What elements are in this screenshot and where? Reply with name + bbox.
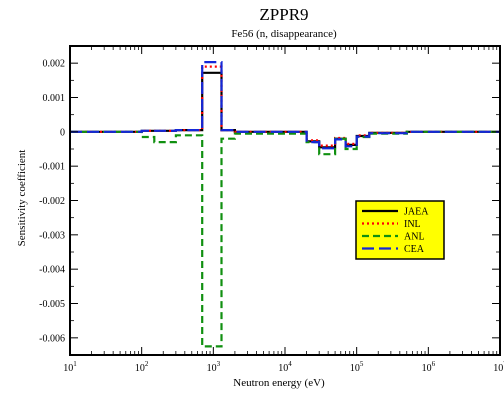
legend-label-jaea: JAEA xyxy=(404,207,429,218)
y-tick-label: 0 xyxy=(60,127,65,138)
y-tick-label: -0.004 xyxy=(39,265,65,276)
y-tick-label: -0.006 xyxy=(39,333,65,344)
y-tick-label: -0.002 xyxy=(39,196,65,207)
legend-label-inl: INL xyxy=(404,219,421,230)
x-tick-label: 101 xyxy=(63,360,77,374)
chart-title: ZPPR9 xyxy=(259,5,308,24)
legend-box xyxy=(355,200,445,260)
x-tick-label: 104 xyxy=(278,360,292,374)
x-tick-label: 106 xyxy=(422,360,436,374)
x-tick-label: 103 xyxy=(207,360,221,374)
axes-layer: 101 102 103 104 105 106 107 0.002 0.001 0 -0.001 -0… xyxy=(39,45,504,374)
y-tick-label: -0.001 xyxy=(39,162,65,173)
x-tick-label: 102 xyxy=(135,360,149,374)
y-axis-label: Sensitivity coefficient xyxy=(16,150,28,247)
chart-subtitle: Fe56 (n, disappearance) xyxy=(231,28,337,40)
x-tick-label: 107 xyxy=(493,360,504,374)
y-tick-label: 0.002 xyxy=(43,59,66,70)
x-axis-label: Neutron energy (eV) xyxy=(233,377,325,389)
y-tick-label: -0.005 xyxy=(39,299,65,310)
series-line-anl xyxy=(70,130,500,348)
series-layer xyxy=(70,60,500,348)
y-tick-label: 0.001 xyxy=(43,93,66,104)
series-line-cea xyxy=(70,60,500,150)
x-tick-label: 105 xyxy=(350,360,364,374)
y-tick-label: -0.003 xyxy=(39,230,65,241)
legend-label-cea: CEA xyxy=(404,244,425,255)
legend-label-anl: ANL xyxy=(404,232,425,243)
